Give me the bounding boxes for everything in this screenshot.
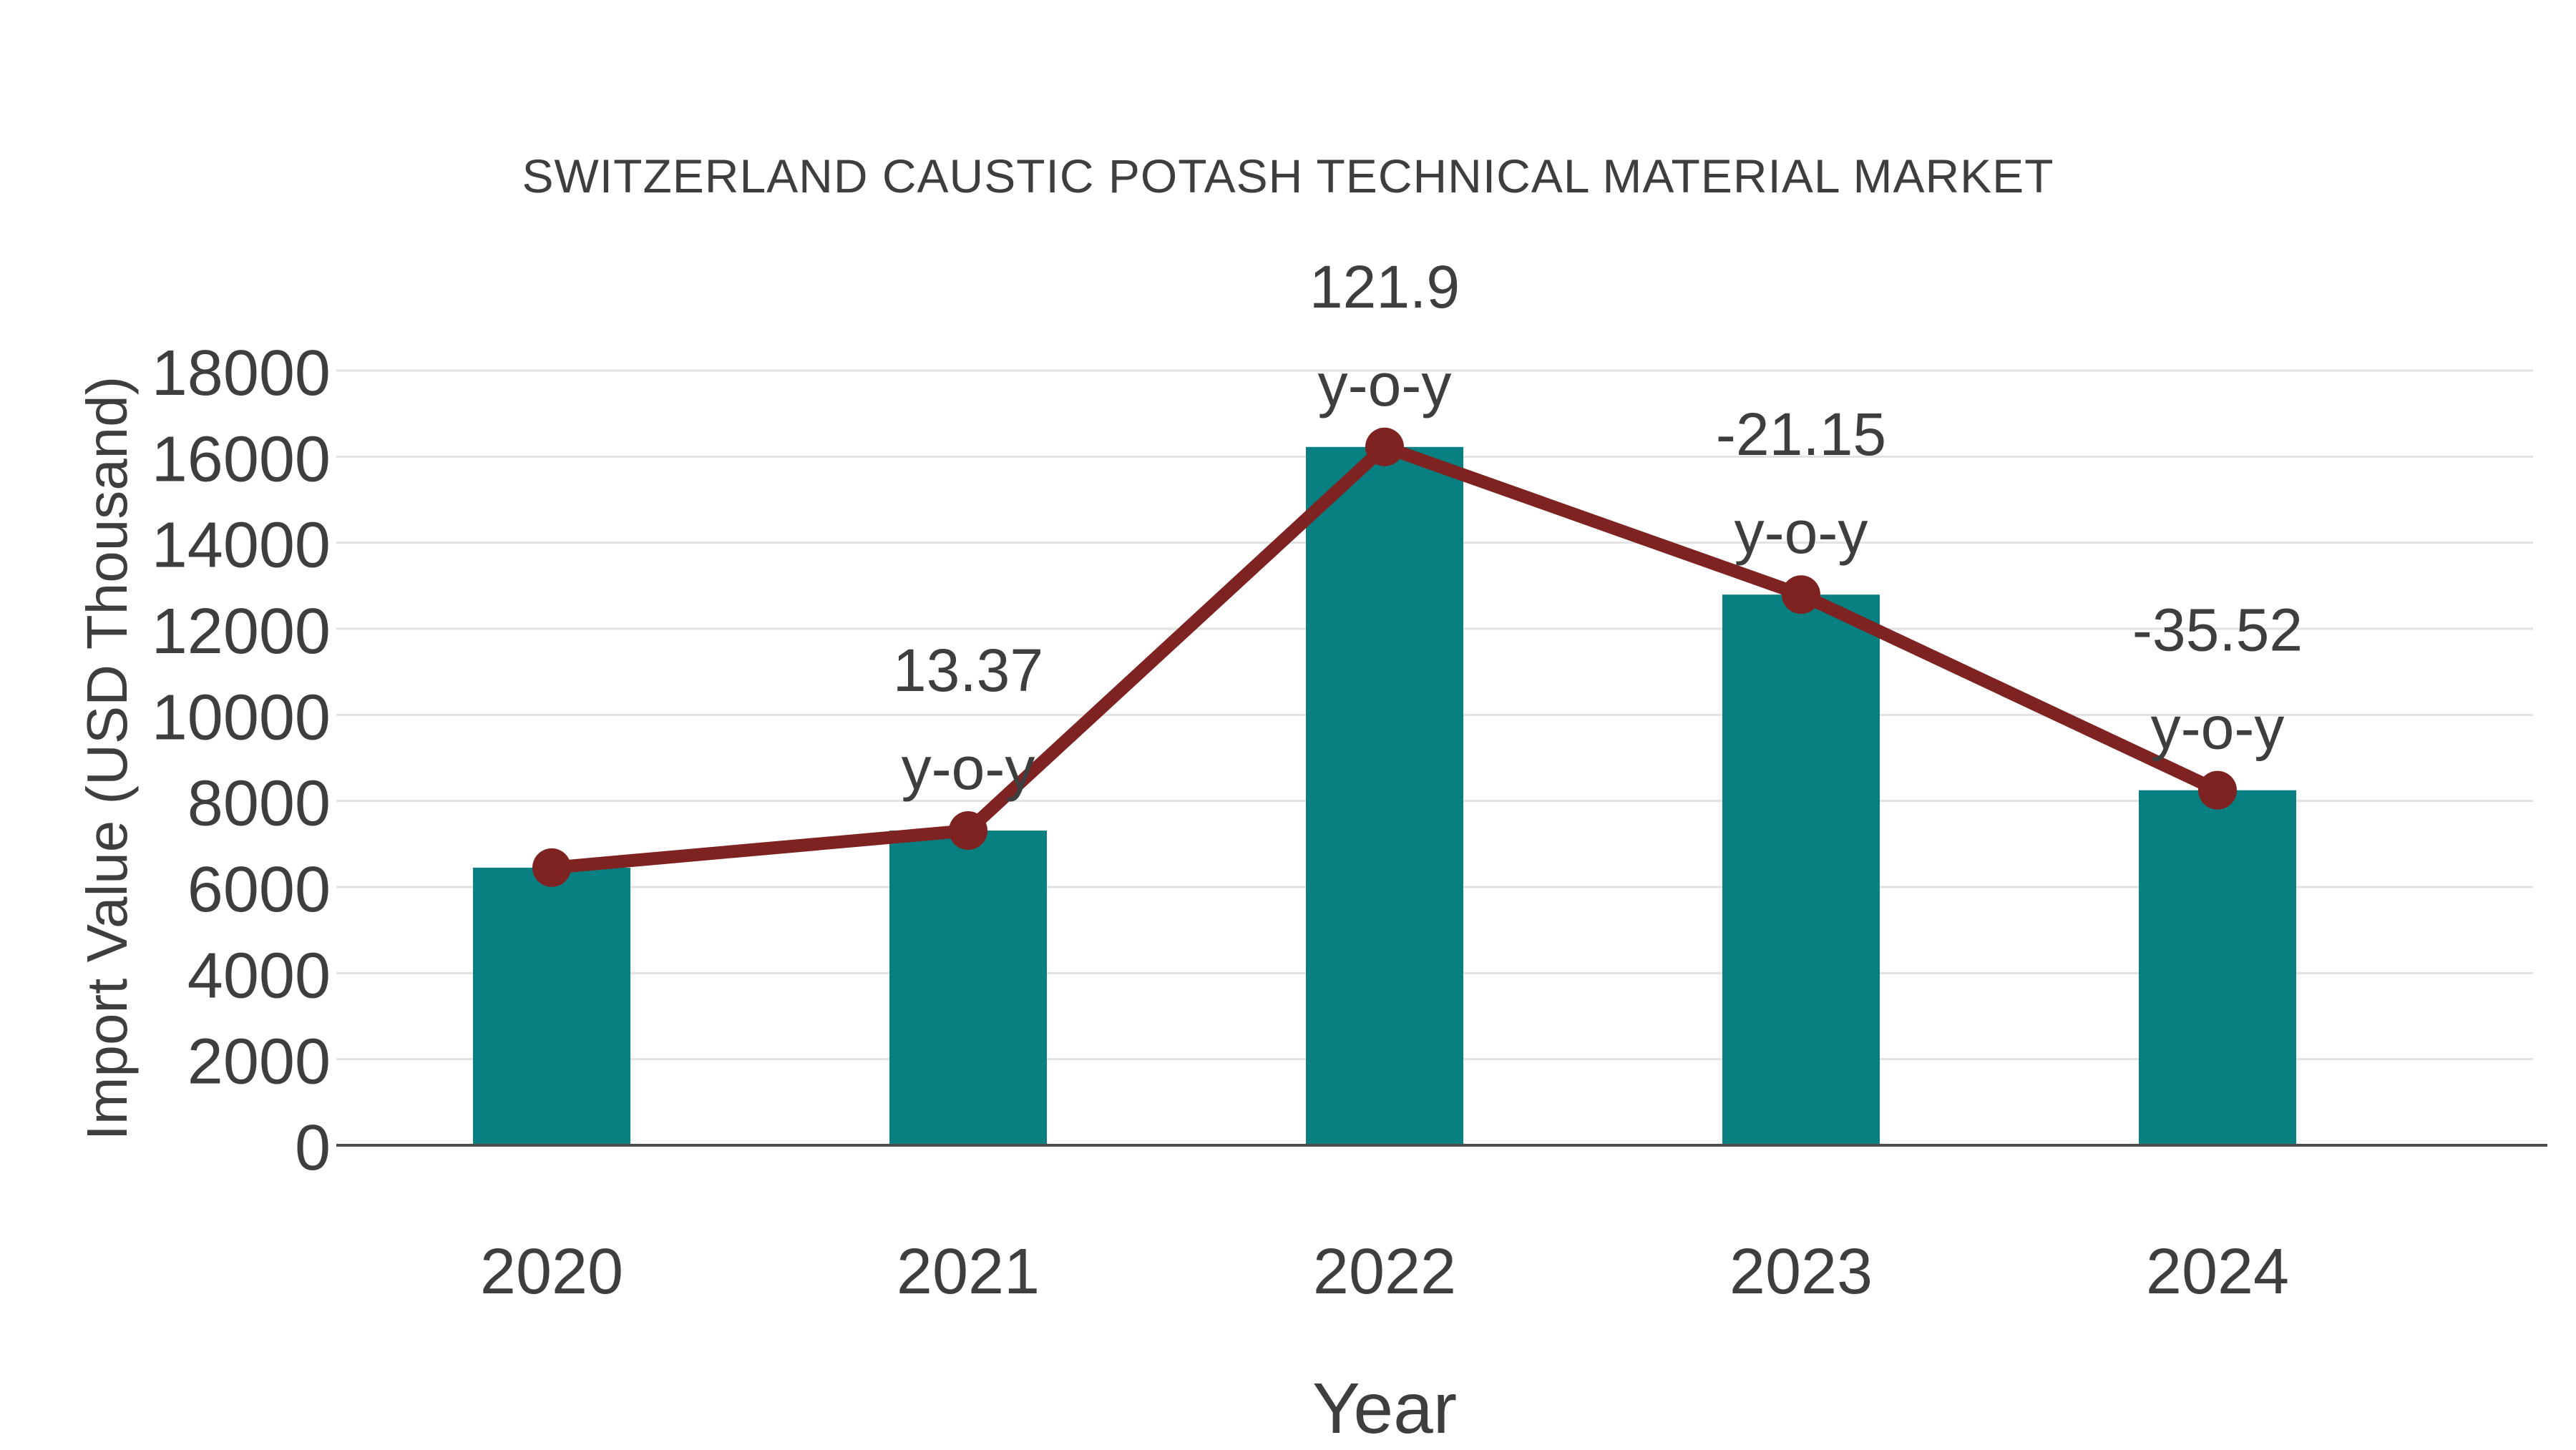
y-tick-label: 18000 <box>152 338 331 409</box>
y-tick-label: 10000 <box>152 682 331 753</box>
x-tick-label: 2024 <box>2146 1236 2289 1308</box>
bar <box>2139 790 2296 1145</box>
bar <box>889 831 1047 1145</box>
y-tick-label: 8000 <box>187 768 331 840</box>
data-point-marker <box>532 848 571 887</box>
data-point-marker <box>1365 427 1404 466</box>
chart-title: SWITZERLAND CAUSTIC POTASH TECHNICAL MAT… <box>522 150 2054 202</box>
y-tick-label: 16000 <box>152 423 331 495</box>
x-tick-label: 2020 <box>480 1236 623 1308</box>
annotation-unit: y-o-y <box>1318 351 1452 418</box>
annotation-unit: y-o-y <box>1735 499 1868 566</box>
x-tick-label: 2021 <box>897 1236 1040 1308</box>
annotation-value: 13.37 <box>893 637 1043 704</box>
y-tick-label: 14000 <box>152 510 331 582</box>
y-tick-label: 6000 <box>187 854 331 926</box>
annotation-unit: y-o-y <box>2151 695 2285 762</box>
annotation-value: -35.52 <box>2132 597 2303 664</box>
x-axis-title: Year <box>1312 1368 1458 1449</box>
data-point-marker <box>1782 575 1820 614</box>
data-point-marker <box>949 811 987 851</box>
y-tick-label: 12000 <box>152 596 331 667</box>
data-point-marker <box>2198 770 2237 810</box>
bar <box>1306 446 1463 1145</box>
bar <box>473 867 630 1145</box>
y-tick-label: 4000 <box>187 940 331 1011</box>
annotation-unit: y-o-y <box>902 735 1035 802</box>
x-tick-label: 2023 <box>1729 1236 1873 1308</box>
bar <box>1722 594 1880 1145</box>
annotation-value: -21.15 <box>1716 401 1886 468</box>
y-tick-label: 2000 <box>187 1027 331 1098</box>
y-tick-label: 0 <box>295 1112 331 1184</box>
annotation-value: 121.9 <box>1309 253 1460 320</box>
x-tick-label: 2022 <box>1313 1236 1456 1308</box>
